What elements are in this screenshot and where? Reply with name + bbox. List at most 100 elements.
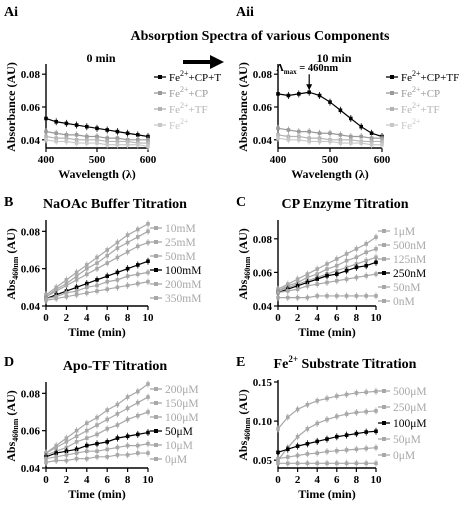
panel-e-legend-label: 500μM [393, 386, 427, 398]
panel-c-legend-item: 125nM [378, 254, 426, 266]
panel-ai-xtick-label: 600 [140, 154, 157, 166]
panel-c-ytick-label: 0.06 [253, 267, 273, 279]
panel-e-legend-item: 250μM [378, 402, 427, 414]
panel-ai-legend-item: Fe2++TF [154, 101, 208, 116]
panel-ai-legend-label-main: Fe [169, 72, 180, 84]
panel-aii-peak-arrow-head [306, 84, 313, 91]
panel-aii-ytick-label: 0.06 [253, 102, 273, 114]
panel-e-series-3 [276, 444, 378, 463]
panel-b-series-4 [44, 268, 150, 303]
panel-e-ytick-label: 0.05 [253, 455, 273, 467]
panel-c-xtick-label: 8 [354, 312, 360, 324]
panel-ai-time-label: 0 min [86, 51, 115, 65]
panel-aii-legend-swatch-marker [390, 75, 394, 79]
panel-e-xtick-label: 10 [371, 474, 383, 486]
panel-aii-peak-label-main: Λ [276, 63, 284, 74]
panel-aii-xlabel: Wavelength (λ) [291, 167, 369, 181]
panel-aii-xtick-label: 500 [322, 154, 339, 166]
panel-d-title: Apo-TF Titration [63, 359, 168, 374]
panel-d-legend-item: 10μM [150, 440, 193, 452]
panel-c-legend-label: 125nM [393, 254, 426, 266]
panel-ai-series-3 [44, 136, 150, 150]
panel-e-ytick-label: 0.10 [253, 416, 273, 428]
panel-c-xtick-label: 0 [275, 312, 281, 324]
panel-c-xtick-label: 4 [314, 312, 320, 324]
panel-aii-ytick-label: 0.04 [253, 135, 273, 147]
panel-c-legend-label: 0nM [393, 296, 415, 308]
panel-d-ytick-label: 0.08 [21, 388, 41, 400]
panel-aii-legend-label-sup: 2+ [412, 101, 421, 110]
panel-b-legend-swatch-marker [154, 240, 158, 244]
panel-ai-legend-label-rest: +CP [189, 88, 209, 100]
panel-aii-legend-label: Fe2+ [401, 117, 421, 132]
panel-b-legend-label: 50mM [165, 251, 196, 263]
panel-c-legend-item: 1μM [378, 226, 415, 238]
panel-aii-legend-item: Fe2++TF [386, 101, 440, 116]
panel-ai-ytick-label: 0.04 [21, 135, 41, 147]
panel-ai-legend-label-main: Fe [169, 104, 180, 116]
panel-aii-legend-item: Fe2++CP [386, 85, 440, 100]
panel-d-legend-swatch-marker [154, 415, 158, 419]
panel-d-legend-swatch-marker [154, 401, 158, 405]
panel-e-title-sup: 2+ [288, 354, 298, 364]
panel-ai-legend-label-main: Fe [169, 88, 180, 100]
panel-e-legend-item: 100μM [378, 418, 427, 430]
panel-aii-ytick-label: 0.08 [253, 69, 273, 81]
panel-b-ylabel-sub: 460nm [11, 256, 20, 279]
panel-ai-legend-swatch-marker [158, 91, 162, 95]
panel-c-xlabel: Time (min) [298, 325, 355, 339]
panel-aii-xtick-label: 600 [374, 154, 391, 166]
panel-e: 0.05 0.10 0.15 0 2 4 6 8 10 Time (min) Abs460nm (A… [236, 354, 427, 501]
panel-aii-legend-label-sup: 2+ [412, 69, 421, 78]
panel-aii-legend-label: Fe2++TF [401, 101, 440, 116]
panel-b-legend-swatch-marker [154, 268, 158, 272]
panel-b-ytick-label: 0.04 [21, 301, 41, 313]
panel-d-xtick-label: 10 [143, 474, 155, 486]
panel-ai-legend-item: Fe2++CP+T [154, 69, 221, 84]
panel-d-ylabel-rest: (AU) [4, 390, 18, 418]
panel-d-legend-label: 200μM [165, 384, 199, 396]
panel-ai-legend-item: Fe2+ [154, 117, 189, 132]
panel-d-xtick-label: 6 [104, 474, 110, 486]
panel-e-title: Fe2+ Substrate Titration [274, 354, 417, 372]
panel-aii-xtick-label: 400 [270, 154, 287, 166]
panel-e-xtick-label: 0 [275, 474, 281, 486]
panel-e-ylabel-rest: (AU) [236, 389, 250, 417]
panel-ai-legend-swatch-marker [158, 75, 162, 79]
panel-b-legend-item: 50mM [150, 251, 196, 263]
panel-ai-legend-label-sup: 2+ [180, 69, 189, 78]
panel-d-ytick-label: 0.06 [21, 426, 41, 438]
panel-d-ylabel-sub: 460nm [11, 418, 20, 441]
panel-c-ytick-label: 0.04 [253, 301, 273, 313]
panel-b-legend-swatch-marker [154, 282, 158, 286]
panel-c-legend-item: 500nM [378, 240, 426, 252]
panel-c-ylabel-main: Abs [236, 279, 250, 299]
panel-aii-legend-label: Fe2++CP [401, 85, 440, 100]
panel-b-xtick-label: 4 [84, 312, 90, 324]
panel-c-legend-swatch-marker [382, 257, 386, 261]
panel-aii-legend-label-rest: +CP+TF [421, 72, 460, 84]
panel-c-xtick-label: 10 [371, 312, 383, 324]
panel-ai-xtick-label: 500 [89, 154, 106, 166]
panel-ai-xtick-label: 400 [38, 154, 55, 166]
panel-letter-d: D [4, 355, 14, 370]
panel-aii-legend-label-main: Fe [401, 120, 412, 132]
panel-d-legend-item: 50μM [150, 426, 193, 438]
panel-c-legend-label: 250nM [393, 268, 426, 280]
panel-aii-legend-swatch-marker [390, 91, 394, 95]
panel-d-legend-swatch-marker [154, 443, 158, 447]
panel-ai-legend-label-main: Fe [169, 120, 180, 132]
panel-letter-c: C [236, 195, 246, 210]
figure-title: Absorption Spectra of various Components [130, 29, 390, 44]
panel-e-legend-swatch-marker [382, 405, 386, 409]
panel-ai-xlabel: Wavelength (λ) [58, 167, 136, 181]
panel-d-legend-item: 150μM [150, 398, 199, 410]
panel-b-title: NaOAc Buffer Titration [43, 197, 187, 212]
panel-c-legend-item: 0nM [378, 296, 415, 308]
panel-aii-legend-label-main: Fe [401, 72, 412, 84]
panel-c-legend-swatch-marker [382, 243, 386, 247]
panel-e-series-4 [276, 459, 378, 467]
panel-d-series-2 [44, 408, 150, 459]
panel-ai-ytick-label: 0.08 [21, 69, 41, 81]
